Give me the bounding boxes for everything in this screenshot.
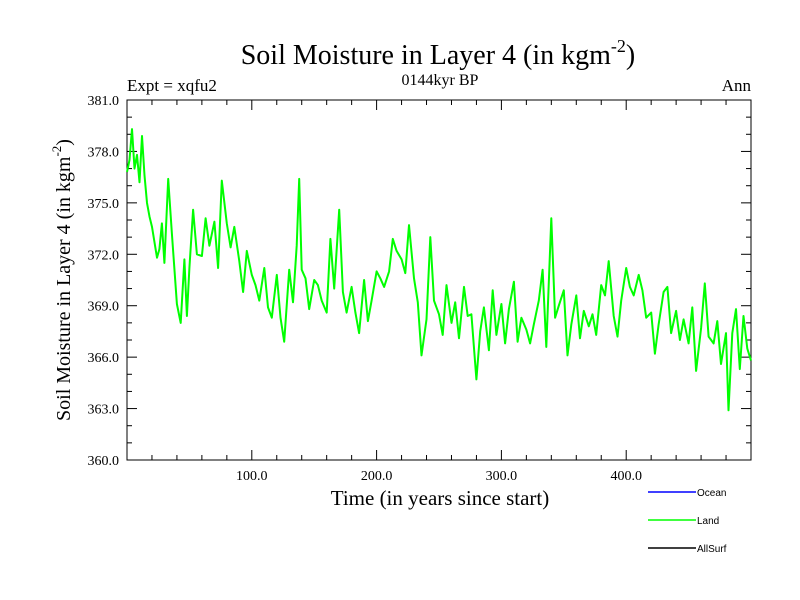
x-tick-label: 300.0 [486,469,518,484]
legend-label-ocean: Ocean [697,488,726,499]
chart-subtitle: 0144kyr BP [402,72,479,89]
y-tick-label: 360.0 [88,454,120,469]
x-tick-label: 400.0 [610,469,642,484]
y-tick-label: 366.0 [88,351,120,366]
y-tick-label: 369.0 [88,300,120,315]
season-label: Ann [722,76,752,95]
x-tick-label: 100.0 [236,469,268,484]
y-tick-label: 381.0 [88,94,120,109]
chart-title: Soil Moisture in Layer 4 (in kgm-2) [241,36,636,71]
y-tick-label: 372.0 [88,248,120,263]
legend-label-allsurf: AllSurf [697,544,727,555]
y-axis-label: Soil Moisture in Layer 4 (in kgm-2) [49,139,75,421]
y-tick-label: 378.0 [88,145,120,160]
plot-frame [126,99,752,461]
x-axis-label: Time (in years since start) [331,486,550,510]
y-tick-label: 363.0 [88,403,120,418]
x-axis: 100.0 200.0 300.0 400.0 [151,100,727,484]
y-axis: 360.0 363.0 366.0 369.0 372.0 375.0 378.0 381.0 [88,94,751,469]
y-tick-label: 375.0 [88,197,120,212]
legend-label-land: Land [697,516,719,527]
legend: Ocean Land AllSurf [648,488,727,555]
land-series-line [126,128,752,412]
experiment-label: Expt = xqfu2 [127,76,217,95]
x-tick-label: 200.0 [361,469,393,484]
